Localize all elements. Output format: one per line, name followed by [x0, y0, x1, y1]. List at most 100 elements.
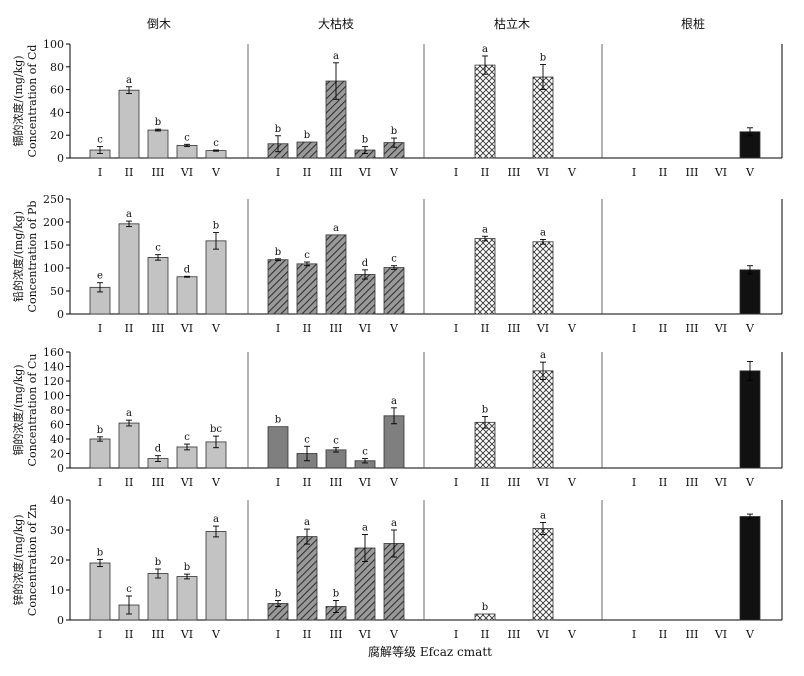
bar [532, 370, 554, 469]
y-tick-label: 100 [43, 38, 64, 51]
bar [118, 223, 140, 315]
category-label: VI [536, 166, 549, 179]
bar [325, 449, 347, 469]
category-label: II [659, 476, 668, 489]
y-tick-label: 20 [50, 129, 64, 142]
category-label: I [454, 628, 458, 641]
bar [474, 64, 496, 159]
category-label: II [481, 166, 490, 179]
significance-label: a [126, 209, 132, 220]
category-label: II [125, 628, 134, 641]
category-label: III [329, 476, 342, 489]
category-label: III [507, 322, 520, 335]
bar [325, 234, 347, 315]
category-label: V [211, 628, 221, 641]
significance-label: b [155, 117, 161, 128]
y-tick-label: 120 [43, 375, 64, 388]
significance-label: a [333, 51, 339, 62]
category-label: V [389, 166, 399, 179]
category-label: I [632, 628, 636, 641]
y-tick-label: 0 [57, 152, 64, 165]
category-label: III [329, 322, 342, 335]
y-tick-label: 10 [50, 584, 64, 597]
bar [267, 426, 289, 469]
bar [296, 536, 318, 621]
category-label: I [632, 476, 636, 489]
bar [147, 573, 169, 621]
category-label: II [303, 166, 312, 179]
y-axis-label-en: Concentration of Cd [26, 45, 39, 158]
category-label: VI [358, 322, 371, 335]
category-label: I [632, 322, 636, 335]
significance-label: b [391, 126, 397, 137]
significance-label: c [304, 434, 310, 445]
category-label: II [481, 476, 490, 489]
y-tick-label: 0 [57, 308, 64, 321]
bar [739, 370, 761, 469]
bar [474, 613, 496, 621]
significance-label: b [155, 557, 161, 568]
bar [147, 257, 169, 315]
significance-label: a [362, 523, 368, 534]
category-label: VI [714, 322, 727, 335]
y-tick-label: 50 [50, 285, 64, 298]
category-label: V [567, 322, 577, 335]
y-tick-label: 80 [50, 61, 64, 74]
panel-1: 0 20 40 60 80 100 镉的浓度/(mg/kg) Concentration of… [11, 38, 783, 179]
significance-label: b [275, 415, 281, 426]
category-label: II [481, 628, 490, 641]
category-label: V [745, 476, 755, 489]
significance-label: b [482, 405, 488, 416]
bar [118, 89, 140, 159]
significance-label: b [275, 124, 281, 135]
significance-label: b [275, 589, 281, 600]
bar [474, 421, 496, 469]
category-label: I [454, 476, 458, 489]
category-label: VI [180, 476, 193, 489]
category-label: I [98, 628, 102, 641]
category-label: III [151, 166, 164, 179]
category-label: VI [180, 322, 193, 335]
significance-label: b [540, 53, 546, 64]
significance-label: a [126, 408, 132, 419]
bar [739, 269, 761, 315]
category-label: VI [536, 322, 549, 335]
bar [296, 141, 318, 159]
category-label: I [454, 322, 458, 335]
category-label: V [389, 628, 399, 641]
category-label: I [454, 166, 458, 179]
group-title-3: 枯立木 [494, 16, 530, 31]
category-label: V [745, 166, 755, 179]
significance-label: a [213, 514, 219, 525]
y-axis-label-cn: 锌的浓度/(mg/kg) [11, 514, 25, 605]
bar [383, 267, 405, 315]
bar [739, 516, 761, 621]
bar [296, 263, 318, 315]
y-axis-label-cn: 铅的浓度/(mg/kg) [11, 211, 25, 302]
y-tick-label: 60 [50, 84, 64, 97]
bar [532, 528, 554, 621]
category-label: II [659, 628, 668, 641]
y-tick-label: 140 [43, 361, 64, 374]
y-axis-label-en: Concentration of Pb [26, 201, 39, 313]
category-label: III [507, 628, 520, 641]
significance-label: b [482, 602, 488, 613]
significance-label: bc [210, 424, 222, 435]
y-tick-label: 250 [43, 193, 64, 206]
y-axis-label-en: Concentration of Cu [26, 354, 39, 467]
bar [176, 276, 198, 315]
significance-label: a [540, 350, 546, 361]
category-label: VI [536, 476, 549, 489]
y-axis-label-en: Concentration of Zn [26, 504, 39, 616]
bar [205, 240, 227, 315]
bar [118, 422, 140, 469]
y-tick-label: 20 [50, 554, 64, 567]
category-label: III [151, 476, 164, 489]
y-tick-label: 40 [50, 106, 64, 119]
bar [176, 145, 198, 159]
panel-2: 0 50 100 150 200 250 铅的浓度/(mg/kg) Concentration… [11, 193, 783, 335]
y-axis-label-cn: 镉的浓度/(mg/kg) [11, 55, 25, 146]
bar [89, 438, 111, 469]
category-label: II [303, 322, 312, 335]
